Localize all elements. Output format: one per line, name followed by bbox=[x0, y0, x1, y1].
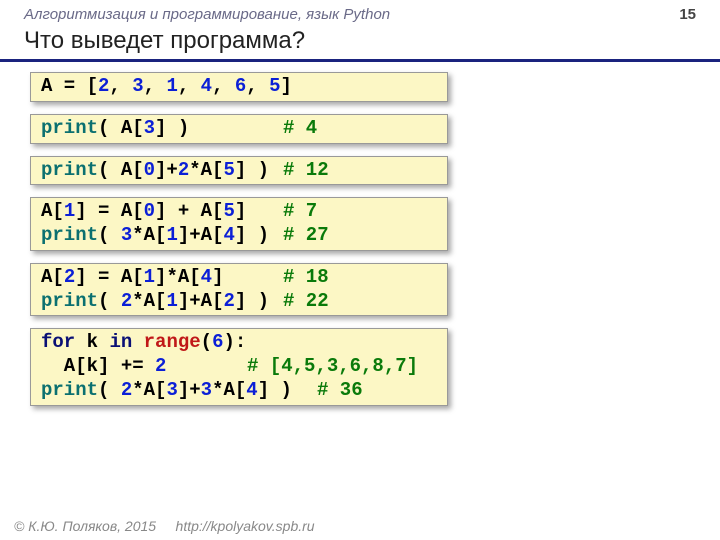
code-box-array-init: A = [2, 3, 1, 4, 6, 5] bbox=[30, 72, 448, 102]
comment: # 4 bbox=[283, 117, 317, 141]
slide-footer: © К.Ю. Поляков, 2015 http://kpolyakov.sp… bbox=[14, 518, 315, 534]
comment: # 7 bbox=[283, 200, 317, 224]
code-line: A[2] = A[1]*A[4]# 18 bbox=[41, 266, 437, 290]
comment: # 12 bbox=[283, 159, 329, 183]
code-box-loop: for k in range(6): A[k] += 2# [4,5,3,6,8… bbox=[30, 328, 448, 405]
code-line: for k in range(6): bbox=[41, 331, 437, 355]
page-title: Что выведет программа? bbox=[0, 25, 720, 59]
code-line: print( 2*A[3]+3*A[4] )# 36 bbox=[41, 379, 437, 403]
code-line: print( 3*A[1]+A[4] )# 27 bbox=[41, 224, 437, 248]
code-line: print( 2*A[1]+A[2] )# 22 bbox=[41, 290, 437, 314]
footer-url: http://kpolyakov.spb.ru bbox=[176, 518, 315, 534]
title-underline bbox=[0, 59, 720, 62]
content-area: A = [2, 3, 1, 4, 6, 5] print( A[3] )# 4 … bbox=[0, 72, 720, 406]
comment: # 27 bbox=[283, 224, 329, 248]
code-box-assign2: A[2] = A[1]*A[4]# 18 print( 2*A[1]+A[2] … bbox=[30, 263, 448, 317]
code-box-print2: print( A[0]+2*A[5] )# 12 bbox=[30, 156, 448, 186]
subject-text: Алгоритмизация и программирование, язык … bbox=[24, 6, 390, 23]
slide-number: 15 bbox=[679, 6, 696, 23]
code-box-assign1: A[1] = A[0] + A[5]# 7 print( 3*A[1]+A[4]… bbox=[30, 197, 448, 251]
code-line: A = [2, 3, 1, 4, 6, 5] bbox=[41, 75, 437, 99]
comment: # 18 bbox=[283, 266, 329, 290]
code-box-print1: print( A[3] )# 4 bbox=[30, 114, 448, 144]
code-line: print( A[0]+2*A[5] )# 12 bbox=[41, 159, 437, 183]
comment: # [4,5,3,6,8,7] bbox=[247, 355, 418, 379]
copyright-text: © К.Ю. Поляков, 2015 bbox=[14, 518, 156, 534]
code-line: print( A[3] )# 4 bbox=[41, 117, 437, 141]
comment: # 22 bbox=[283, 290, 329, 314]
comment: # 36 bbox=[317, 379, 363, 403]
code-line: A[k] += 2# [4,5,3,6,8,7] bbox=[41, 355, 437, 379]
slide-header: Алгоритмизация и программирование, язык … bbox=[0, 0, 720, 25]
code-line: A[1] = A[0] + A[5]# 7 bbox=[41, 200, 437, 224]
